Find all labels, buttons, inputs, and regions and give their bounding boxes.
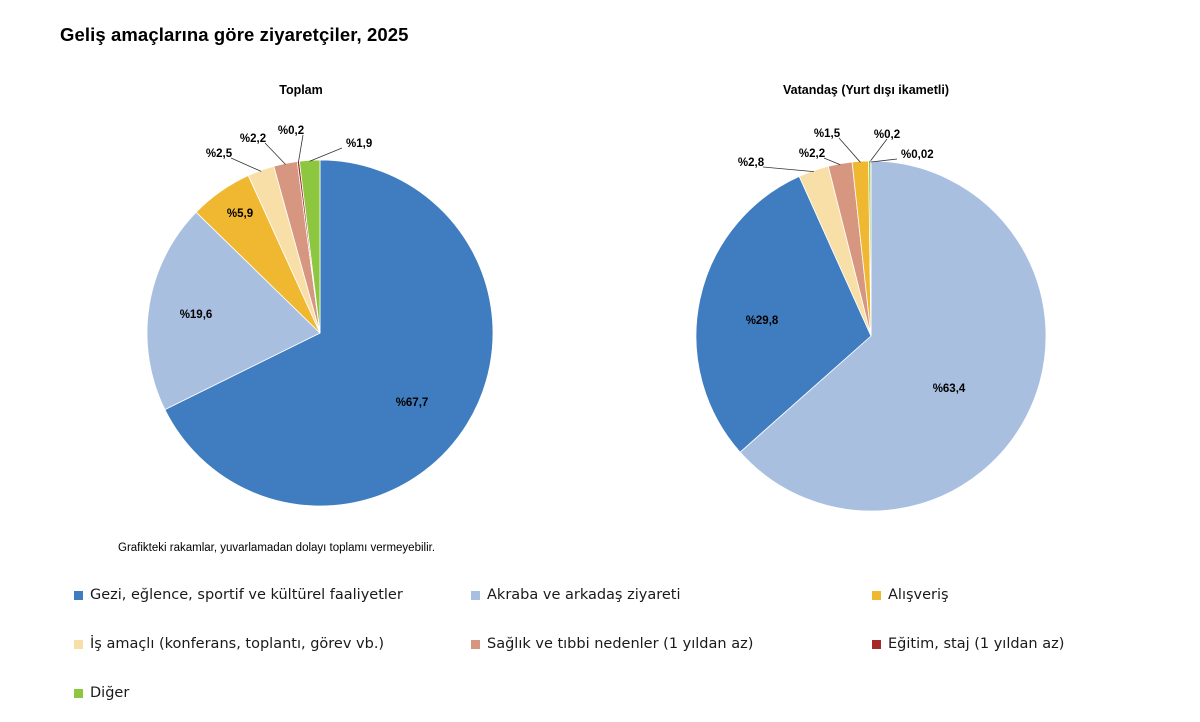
slice-label: %67,7 <box>396 397 429 409</box>
slice-label: %2,5 <box>206 148 233 160</box>
leader-line <box>870 158 898 163</box>
leader-line <box>838 137 861 163</box>
slice-label: %2,2 <box>240 133 266 145</box>
slice-label: %2,2 <box>799 148 825 160</box>
pie-title: Vatandaş (Yurt dışı ikametli) <box>783 83 949 97</box>
leader-line <box>264 142 286 165</box>
pie-slice <box>146 211 321 411</box>
leader-line <box>298 134 304 163</box>
slice-label: %0,2 <box>278 125 304 137</box>
slice-label: %1,5 <box>814 128 841 140</box>
pie-slice <box>695 175 872 453</box>
leader-line <box>762 166 814 172</box>
chart-title: Geliş amaçlarına göre ziyaretçiler, 2025 <box>60 24 409 45</box>
pie-slice <box>298 159 321 334</box>
pie-chart-2: Vatandaş (Yurt dışı ikametli) %63,4 %29,8%… <box>695 83 1047 512</box>
pie-chart-1: Toplam %67,7 %19,6 %5,9 %2,5 %2,2 %0,2 %1,9 <box>146 83 494 507</box>
leader-line <box>869 138 888 163</box>
leader-line <box>823 157 841 166</box>
leader-line <box>230 157 262 172</box>
pie-slice <box>164 159 494 507</box>
slice-label: %0,2 <box>874 129 900 141</box>
rounding-note: Grafikteki rakamlar, yuvarlamadan dolayı… <box>118 542 436 554</box>
slice-label: %2,8 <box>738 157 765 169</box>
pie-slice <box>739 160 1047 512</box>
slice-label: %19,6 <box>180 309 213 321</box>
slice-label: %0,02 <box>901 149 934 161</box>
pie-title: Toplam <box>279 83 323 97</box>
leader-line <box>309 147 343 162</box>
slice-label: %1,9 <box>346 138 372 150</box>
slice-label: %5,9 <box>227 208 253 220</box>
slice-label: %29,8 <box>746 315 779 327</box>
slice-label: %63,4 <box>933 383 966 395</box>
